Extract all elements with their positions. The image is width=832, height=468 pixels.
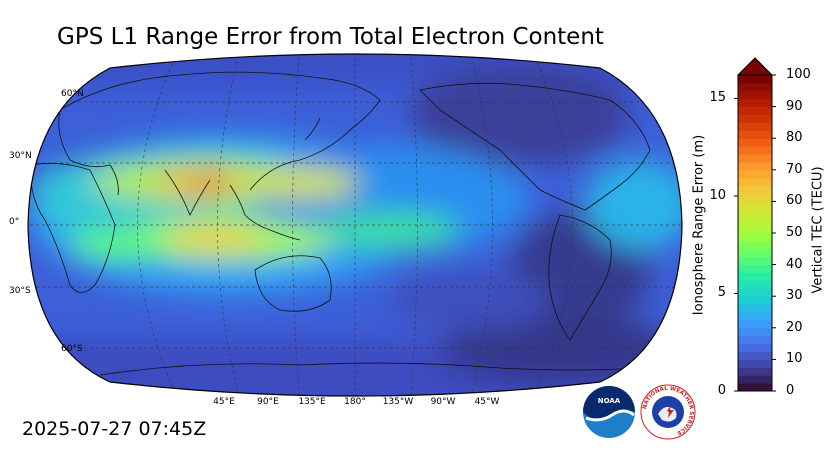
colorbar-band	[738, 327, 772, 337]
colorbar-right-tick-label: 0	[786, 383, 795, 398]
colorbar-band	[738, 288, 772, 297]
colorbar-band	[738, 351, 772, 360]
lon-label-180: 180°	[344, 397, 366, 407]
colorbar-left-tick-label: 15	[709, 90, 726, 106]
colorbar-band	[738, 359, 772, 368]
colorbar-right-tick-label: 50	[786, 225, 803, 240]
colorbar-band	[738, 193, 772, 202]
colorbar-right-tick-label: 60	[786, 193, 803, 209]
colorbar-left-tick-label: 5	[717, 285, 726, 301]
colorbar-extend-arrow	[736, 57, 774, 76]
colorbar-band	[738, 106, 772, 115]
lat-label-60s: 60°S	[61, 344, 83, 354]
colorbar-band	[738, 154, 772, 163]
map-title: GPS L1 Range Error from Total Electron C…	[57, 24, 604, 50]
colorbar-right-label: Vertical TEC (TECU)	[810, 166, 826, 294]
colorbar-band	[738, 296, 772, 305]
noaa-logo: NOAA	[583, 386, 635, 438]
colorbar-band	[738, 75, 772, 84]
colorbar-right-tick-label: 10	[786, 351, 803, 367]
colorbar-band	[738, 130, 772, 139]
lat-label-0: 0°	[9, 217, 20, 227]
colorbar-band	[738, 201, 772, 210]
colorbar-band	[738, 272, 772, 281]
colorbar-band	[738, 161, 772, 171]
colorbar-right-tick-label: 40	[786, 256, 803, 272]
colorbar-band	[738, 233, 772, 242]
colorbar-band	[738, 217, 772, 226]
colorbar-band	[738, 225, 772, 234]
colorbar-left-tick-label: 10	[709, 187, 726, 203]
colorbar-right-tick-label: 80	[786, 130, 803, 146]
colorbar-band	[738, 343, 772, 352]
colorbar-band	[738, 383, 772, 392]
colorbar-band	[738, 185, 772, 194]
lon-label-90w: 90°W	[430, 397, 456, 407]
nws-logo: NATIONAL WEATHER SERVICE	[640, 384, 696, 440]
colorbar-band	[738, 122, 772, 131]
colorbar-band	[738, 312, 772, 321]
colorbar-band	[738, 138, 772, 147]
colorbar-band	[738, 264, 772, 273]
colorbar-right-tick-label: 20	[786, 319, 803, 335]
colorbar-band	[738, 169, 772, 179]
colorbar-band	[738, 304, 772, 313]
colorbar-bands	[738, 75, 772, 392]
colorbar-left-label: Ionosphere Range Error (m)	[691, 134, 707, 316]
lon-label-45e: 45°E	[213, 397, 235, 407]
lat-label-30n: 30°N	[9, 151, 32, 161]
colorbar-band	[738, 280, 772, 289]
colorbar-band	[738, 335, 772, 345]
colorbar-band	[738, 375, 772, 384]
colorbar-band	[738, 114, 772, 123]
colorbar-band	[738, 240, 772, 250]
colorbar-right-tick-label: 90	[786, 98, 803, 114]
colorbar-band	[738, 177, 772, 187]
colorbar-band	[738, 90, 772, 100]
lon-label-135e: 135°E	[298, 397, 326, 407]
colorbar-band	[738, 367, 772, 376]
lon-label-135w: 135°W	[382, 397, 414, 407]
colorbar-right-tick-label: 100	[786, 67, 811, 82]
noaa-logo-text: NOAA	[598, 397, 621, 405]
lon-label-90e: 90°E	[257, 397, 279, 407]
colorbar-band	[738, 319, 772, 329]
lon-label-45w: 45°W	[474, 397, 500, 407]
colorbar-band	[738, 209, 772, 218]
colorbar-band	[738, 82, 772, 92]
colorbar-right-tick-label: 70	[786, 161, 803, 177]
colorbar-band	[738, 98, 772, 108]
colorbar-band	[738, 256, 772, 266]
colorbar-band	[738, 146, 772, 155]
lat-label-60n: 60°N	[61, 89, 84, 99]
colorbar-left-tick-label: 0	[717, 383, 726, 398]
colorbar-right-tick-label: 30	[786, 288, 803, 304]
timestamp: 2025-07-27 07:45Z	[22, 418, 207, 440]
colorbar-band	[738, 248, 772, 258]
lat-label-30s: 30°S	[9, 286, 31, 296]
